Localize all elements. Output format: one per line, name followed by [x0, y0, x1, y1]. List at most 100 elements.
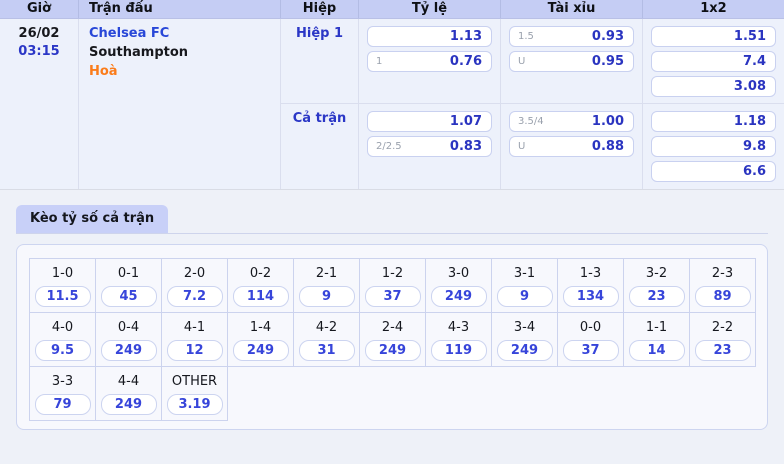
- score-odds-button[interactable]: 37: [364, 286, 421, 307]
- score-label: 4-0: [51, 320, 74, 335]
- score-odds-button[interactable]: 249: [100, 340, 157, 361]
- score-odds-button[interactable]: 249: [100, 394, 157, 415]
- score-label: 3-1: [513, 266, 536, 281]
- score-odds-button[interactable]: 12: [166, 340, 223, 361]
- handicap-value: U: [518, 56, 526, 67]
- correct-score-tabbar: Kèo tỷ số cả trận: [16, 205, 768, 234]
- score-odds-button[interactable]: 31: [298, 340, 355, 361]
- score-label: 2-4: [381, 320, 404, 335]
- score-odds-button[interactable]: 23: [628, 286, 685, 307]
- odds-value: 9.8: [742, 139, 766, 154]
- score-odds-button[interactable]: 134: [562, 286, 619, 307]
- header-gio: Giờ: [0, 0, 79, 18]
- odds-table-header: Giờ Trận đấu Hiệp Tỷ lệ Tài xỉu 1x2: [0, 0, 784, 19]
- score-odds-button[interactable]: 37: [562, 340, 619, 361]
- 1x2-ft-home-odds[interactable]: 1.18: [651, 111, 776, 132]
- score-label: 4-3: [447, 320, 470, 335]
- score-label: 0-4: [117, 320, 140, 335]
- score-label: 1-2: [381, 266, 404, 281]
- score-odds-button[interactable]: 7.2: [166, 286, 223, 307]
- score-odds-button[interactable]: 14: [628, 340, 685, 361]
- score-label: 4-1: [183, 320, 206, 335]
- score-cell: 2-2 23: [690, 313, 756, 367]
- score-odds-button[interactable]: 79: [34, 394, 91, 415]
- 1x2-ft-draw-odds[interactable]: 9.8: [651, 136, 776, 157]
- score-label: 0-0: [579, 320, 602, 335]
- handicap-value: 2/2.5: [376, 141, 402, 152]
- header-1x2: 1x2: [700, 1, 727, 16]
- score-odds-button[interactable]: 11.5: [34, 286, 91, 307]
- odds-value: 7.4: [742, 54, 766, 69]
- score-label: 4-2: [315, 320, 338, 335]
- handicap-value: 1: [376, 56, 383, 67]
- draw-label: Hoà: [89, 64, 118, 79]
- over-under-h1-over-odds[interactable]: 1.5 0.93: [509, 26, 634, 47]
- score-odds-button[interactable]: 9: [298, 286, 355, 307]
- score-odds-button[interactable]: 89: [694, 286, 751, 307]
- handicap-ft-away-odds[interactable]: 2/2.5 0.83: [367, 136, 492, 157]
- score-label: OTHER: [171, 374, 218, 389]
- header-tai-xiu: Tài xỉu: [501, 0, 643, 18]
- score-odds-button[interactable]: 9: [496, 286, 553, 307]
- 1x2-h1-away-odds[interactable]: 3.08: [651, 76, 776, 97]
- score-cell: 1-2 37: [360, 259, 426, 313]
- over-under-ft-over-odds[interactable]: 3.5/4 1.00: [509, 111, 634, 132]
- away-team-link[interactable]: Southampton: [89, 45, 189, 60]
- score-cell: 1-3 134: [558, 259, 624, 313]
- score-label: 0-1: [117, 266, 140, 281]
- score-odds-button[interactable]: 23: [694, 340, 751, 361]
- odds-value: 0.93: [591, 29, 624, 44]
- over-under-ft-under-odds[interactable]: U 0.88: [509, 136, 634, 157]
- score-cell: 0-4 249: [96, 313, 162, 367]
- score-cell: 3-3 79: [30, 367, 96, 421]
- odds-table-body: 26/02 03:15 Chelsea FC Southampton Hoà H…: [0, 19, 784, 189]
- handicap-ft-home-odds[interactable]: 1.07: [367, 111, 492, 132]
- score-row: 3-3 79 4-4 249 OTHER 3.19: [30, 367, 756, 421]
- over-under-h1-under-odds[interactable]: U 0.95: [509, 51, 634, 72]
- score-label: 2-2: [711, 320, 734, 335]
- one-x-two-column: 1.51 7.4 3.08 1.18 9.8 6.6: [643, 19, 784, 189]
- full-match-label: Cả trận: [292, 111, 347, 126]
- score-odds-button[interactable]: 119: [430, 340, 487, 361]
- correct-score-grid: 1-0 11.5 0-1 45 2-0 7.2 0-2 114 2-1 9 1-…: [29, 258, 756, 421]
- score-odds-button[interactable]: 249: [364, 340, 421, 361]
- score-odds-button[interactable]: 45: [100, 286, 157, 307]
- score-odds-button[interactable]: 114: [232, 286, 289, 307]
- 1x2-h1-home-odds[interactable]: 1.51: [651, 26, 776, 47]
- score-label: 3-3: [51, 374, 74, 389]
- odds-value: 1.18: [733, 114, 766, 129]
- odds-value: 0.76: [449, 54, 482, 69]
- period-first-half: Hiệp 1: [281, 19, 358, 103]
- odds-value: 1.00: [591, 114, 624, 129]
- 1x2-h1-draw-odds[interactable]: 7.4: [651, 51, 776, 72]
- score-cell: 2-3 89: [690, 259, 756, 313]
- handicap-h1-away-odds[interactable]: 1 0.76: [367, 51, 492, 72]
- match-date: 26/02: [18, 26, 60, 41]
- score-cell: OTHER 3.19: [162, 367, 228, 421]
- score-label: 3-2: [645, 266, 668, 281]
- score-cell: 0-1 45: [96, 259, 162, 313]
- score-odds-button[interactable]: 249: [496, 340, 553, 361]
- match-teams-cell: Chelsea FC Southampton Hoà: [79, 19, 281, 189]
- score-odds-button[interactable]: 249: [430, 286, 487, 307]
- period-column: Hiệp 1 Cả trận: [281, 19, 359, 189]
- score-odds-button[interactable]: 249: [232, 340, 289, 361]
- home-team-link[interactable]: Chelsea FC: [89, 26, 170, 41]
- score-cell: 1-1 14: [624, 313, 690, 367]
- match-time-cell: 26/02 03:15: [0, 19, 79, 189]
- score-cell: 3-2 23: [624, 259, 690, 313]
- score-label: 3-0: [447, 266, 470, 281]
- score-cell: 4-2 31: [294, 313, 360, 367]
- 1x2-ft-away-odds[interactable]: 6.6: [651, 161, 776, 182]
- match-time: 03:15: [18, 44, 60, 59]
- over-under-column: 1.5 0.93 U 0.95 3.5/4 1.00 U 0.88: [501, 19, 643, 189]
- score-cell: 4-3 119: [426, 313, 492, 367]
- score-odds-button[interactable]: 9.5: [34, 340, 91, 361]
- tab-correct-score-full-match[interactable]: Kèo tỷ số cả trận: [16, 205, 169, 233]
- score-odds-button[interactable]: 3.19: [166, 394, 223, 415]
- score-label: 2-3: [711, 266, 734, 281]
- score-row: 1-0 11.5 0-1 45 2-0 7.2 0-2 114 2-1 9 1-…: [30, 259, 756, 313]
- score-label: 3-4: [513, 320, 536, 335]
- odds-value: 0.88: [591, 139, 624, 154]
- handicap-h1-home-odds[interactable]: 1.13: [367, 26, 492, 47]
